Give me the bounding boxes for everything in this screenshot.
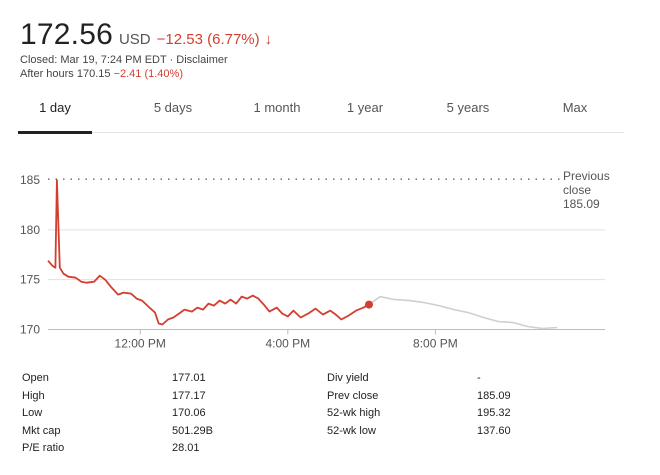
tab-1-month[interactable]: 1 month bbox=[253, 100, 301, 115]
stat-value: 28.01 bbox=[172, 442, 200, 454]
stat-row-52wk-high: 52-wk high 195.32 bbox=[327, 407, 627, 425]
y-tick-label: 170 bbox=[20, 323, 40, 337]
after-hours-line bbox=[368, 295, 558, 330]
arrow-down-icon: ↓ bbox=[264, 31, 273, 48]
after-hours-label: After hours 170.15 bbox=[20, 68, 111, 80]
previous-close-label: 185.09 bbox=[563, 197, 600, 211]
stat-row-mkt-cap: Mkt cap 501.29B bbox=[22, 425, 322, 443]
close-point-marker bbox=[365, 300, 373, 309]
stat-label: High bbox=[22, 389, 45, 402]
range-tabs: 1 day 5 days 1 month 1 year 5 years Max bbox=[18, 92, 624, 134]
stats-left-column: Open 177.01 High 177.17 Low 170.06 Mkt cap 5… bbox=[22, 372, 322, 460]
chart-lines bbox=[47, 179, 558, 330]
y-tick-label: 185 bbox=[20, 173, 40, 187]
stat-row-high: High 177.17 bbox=[22, 390, 322, 408]
stat-label: P/E ratio bbox=[22, 442, 65, 454]
stat-value: 195.32 bbox=[477, 407, 511, 419]
stat-label: Div yield bbox=[327, 372, 369, 384]
tab-1-year[interactable]: 1 year bbox=[346, 100, 384, 115]
tab-5-years[interactable]: 5 years bbox=[446, 100, 490, 115]
previous-close-label: Previous bbox=[563, 169, 610, 183]
stat-value: 177.17 bbox=[172, 389, 206, 402]
current-price: 172.56 bbox=[20, 18, 113, 51]
stat-row-div-yield: Div yield - bbox=[327, 372, 627, 390]
price-change: −12.53 (6.77%) bbox=[156, 31, 260, 48]
stat-row-pe-ratio: P/E ratio 28.01 bbox=[22, 442, 322, 460]
stat-value: 185.09 bbox=[477, 389, 511, 402]
chart-ticks: 185 180 175 170 12:00 PM 4:00 PM 8:00 PM bbox=[20, 173, 458, 351]
stat-label: 52-wk high bbox=[327, 407, 381, 419]
stat-value: 177.01 bbox=[172, 372, 206, 384]
stat-row-low: Low 170.06 bbox=[22, 407, 322, 425]
after-hours-info: After hours 170.15 −2.41 (1.40%) bbox=[20, 68, 183, 80]
stat-label: 52-wk low bbox=[327, 424, 376, 437]
stat-label: Mkt cap bbox=[22, 424, 61, 437]
active-tab-indicator bbox=[18, 131, 92, 134]
stat-row-52wk-low: 52-wk low 137.60 bbox=[327, 425, 627, 443]
currency-code: USD bbox=[118, 31, 151, 48]
stat-value: 170.06 bbox=[172, 407, 206, 419]
closed-info: Closed: Mar 19, 7:24 PM EDT · Disclaimer bbox=[20, 54, 228, 66]
stat-value: - bbox=[477, 372, 481, 384]
tab-5-days[interactable]: 5 days bbox=[153, 100, 193, 115]
stat-row-open: Open 177.01 bbox=[22, 372, 322, 390]
tab-1-day[interactable]: 1 day bbox=[39, 100, 71, 115]
tab-max[interactable]: Max bbox=[562, 100, 588, 115]
y-tick-label: 175 bbox=[20, 273, 40, 287]
stat-value: 501.29B bbox=[172, 424, 213, 437]
previous-close-label: close bbox=[563, 183, 591, 197]
stat-label: Prev close bbox=[327, 389, 379, 402]
stat-value: 137.60 bbox=[477, 424, 511, 437]
x-tick-label: 8:00 PM bbox=[413, 337, 458, 351]
after-hours-change: −2.41 (1.40%) bbox=[113, 68, 183, 80]
x-tick-label: 4:00 PM bbox=[265, 337, 310, 351]
y-tick-label: 180 bbox=[20, 223, 40, 237]
stat-label: Low bbox=[22, 407, 43, 419]
x-tick-label: 12:00 PM bbox=[115, 337, 166, 351]
stats-right-column: Div yield - Prev close 185.09 52-wk high 19… bbox=[327, 372, 627, 442]
price-header: 172.56 USD −12.53 (6.77%) ↓ bbox=[20, 18, 272, 52]
stat-label: Open bbox=[22, 372, 49, 384]
chart-grid bbox=[48, 229, 605, 330]
regular-session-line bbox=[47, 179, 370, 326]
stat-row-prev-close: Prev close 185.09 bbox=[327, 390, 627, 408]
